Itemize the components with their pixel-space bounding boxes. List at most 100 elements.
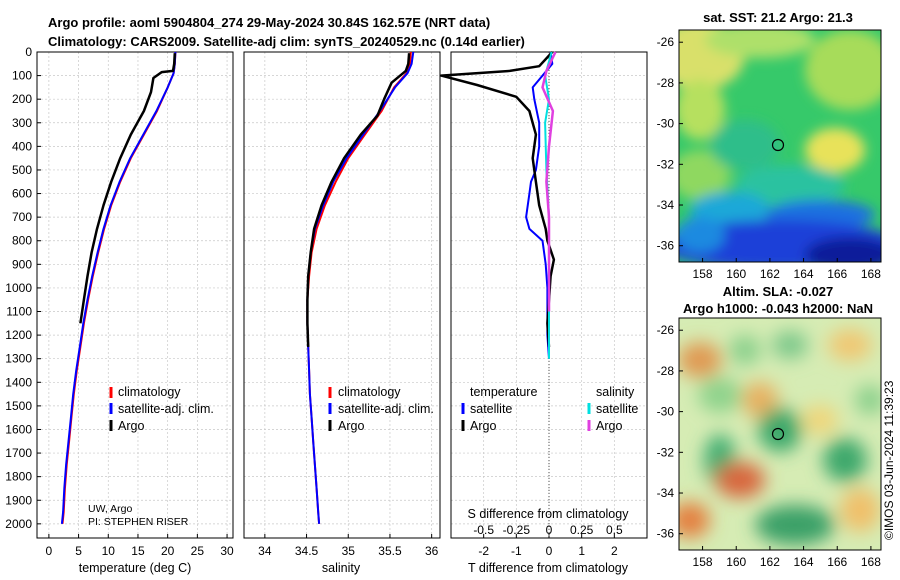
y-tick-label: 1100 [6,305,32,319]
x-tick-label: 35.5 [378,544,402,558]
s-tick-label: 0 [546,523,553,537]
series-argo [79,53,177,324]
pi-text: PI: STEPHEN RISER [88,516,189,528]
salinity-legend: climatology satellite-adj. clim. Argo [328,385,434,433]
y-tick-label: 1500 [5,399,32,413]
y-tick-label: 500 [12,163,32,177]
map-x-tick-label: 160 [726,555,746,569]
map-y-tick-label: -34 [657,198,675,212]
sla-map: Altim. SLA: -0.027 Argo h1000: -0.043 h2… [657,284,882,569]
x-tick-label: 34 [258,544,272,558]
map-x-tick-label: 166 [827,555,847,569]
series-satellite-adj-clim- [60,51,177,524]
difference-profile-panel: -2 -1 0 1 2 -0.5 -0.25 0 0.25 0.5 [439,51,648,558]
x-tick-label: 0 [546,544,553,558]
map-x-tick-label: 164 [794,555,814,569]
sal-legend-satellite-label: satellite-adj. clim. [338,402,434,416]
s-tick-label: 0.5 [606,523,623,537]
y-tick-label: 1600 [5,422,32,436]
map-x-tick-label: 168 [861,555,881,569]
x-tick-label: 36 [425,544,439,558]
sst-field [679,30,881,262]
legend-salinity-title: salinity [596,385,635,399]
x-tick-label: 25 [191,544,205,558]
t-difference-xlabel: T difference from climatology [468,561,629,575]
temperature-profile-panel: 0 5 10 15 20 25 300100200300400500600700800900… [5,45,234,558]
y-tick-label: 100 [12,69,32,83]
series-argo-s [541,51,557,312]
sla-field [679,318,881,550]
map-y-tick-label: -34 [657,486,675,500]
map-x-tick-label: 162 [760,555,780,569]
title-line-1: Argo profile: aoml 5904804_274 29-May-20… [48,15,490,30]
salinity-xlabel: salinity [322,561,361,575]
y-tick-label: 700 [12,210,32,224]
y-tick-label: 0 [25,45,32,59]
map-x-tick-label: 158 [693,555,713,569]
y-tick-label: 1000 [5,281,32,295]
y-tick-label: 900 [12,257,32,271]
map-x-tick-label: 166 [827,267,847,281]
x-tick-label: 2 [611,544,618,558]
map-y-tick-label: -26 [657,35,675,49]
series-argo-t [439,51,556,347]
map-x-tick-label: 160 [726,267,746,281]
x-tick-label: 35 [342,544,356,558]
map-x-tick-label: 162 [760,267,780,281]
y-tick-label: 400 [12,139,32,153]
sst-map: sat. SST: 21.2 Argo: 21.3 158 160 162 164 16… [657,10,882,281]
y-tick-label: 2000 [5,517,32,531]
imos-stamp: ©IMOS 03-Jun-2024 11:39:23 [882,380,896,540]
institution-text: UW, Argo [88,503,133,515]
y-tick-label: 1300 [5,352,32,366]
y-tick-label: 1900 [5,493,32,507]
map-x-tick-label: 158 [693,267,713,281]
x-tick-label: -1 [511,544,522,558]
series-climatology [306,51,412,524]
sla-map-axes: 158 160 162 164 166 168 -26 -28 -30 -32 -34 -36 [657,323,882,569]
x-tick-label: 34.5 [295,544,319,558]
map-y-tick-label: -32 [657,445,675,459]
plot-frame [243,51,441,539]
s-difference-xlabel: S difference from climatology [468,507,630,521]
sla-map-title-2: Argo h1000: -0.043 h2000: NaN [683,301,873,316]
sst-map-axes: 158 160 162 164 166 168 -26 -28 -30 -32 -34 -36 [657,35,882,281]
x-tick-label: 30 [220,544,234,558]
x-tick-label: 1 [578,544,585,558]
x-tick-label: 0 [46,544,53,558]
sal-legend-climatology-label: climatology [338,385,401,399]
legend-t-argo-label: Argo [470,419,496,433]
x-tick-label: -2 [478,544,489,558]
x-tick-label: 10 [102,544,116,558]
y-tick-label: 300 [12,116,32,130]
map-y-tick-label: -32 [657,157,675,171]
legend-argo-label: Argo [118,419,144,433]
s-tick-label: -0.25 [503,523,531,537]
argo-location-marker [771,138,785,152]
legend-satellite-label: satellite-adj. clim. [118,402,214,416]
sal-legend-argo-label: Argo [338,419,364,433]
s-tick-label: -0.5 [473,523,494,537]
argo-location-marker-sla [771,427,785,441]
map-y-tick-label: -36 [657,239,675,253]
series-argo [306,53,411,347]
map-y-tick-label: -30 [657,117,675,131]
legend-temperature-title: temperature [470,385,537,399]
y-tick-label: 1800 [5,470,32,484]
map-y-tick-label: -36 [657,527,675,541]
temperature-legend: climatology satellite-adj. clim. Argo [109,385,214,433]
salinity-profile-panel: 34 34.5 35 35.5 36 [243,51,441,558]
y-tick-label: 1400 [5,375,32,389]
x-tick-label: 20 [161,544,175,558]
y-tick-label: 1200 [5,328,32,342]
x-tick-label: 15 [131,544,145,558]
legend-t-satellite-label: satellite [470,402,512,416]
temperature-xlabel: temperature (deg C) [79,561,192,575]
legend-s-argo-label: Argo [596,419,622,433]
map-y-tick-label: -26 [657,323,675,337]
map-x-tick-label: 168 [861,267,881,281]
s-tick-label: 0.25 [570,523,594,537]
map-y-tick-label: -28 [657,76,675,90]
y-tick-label: 200 [12,92,32,106]
